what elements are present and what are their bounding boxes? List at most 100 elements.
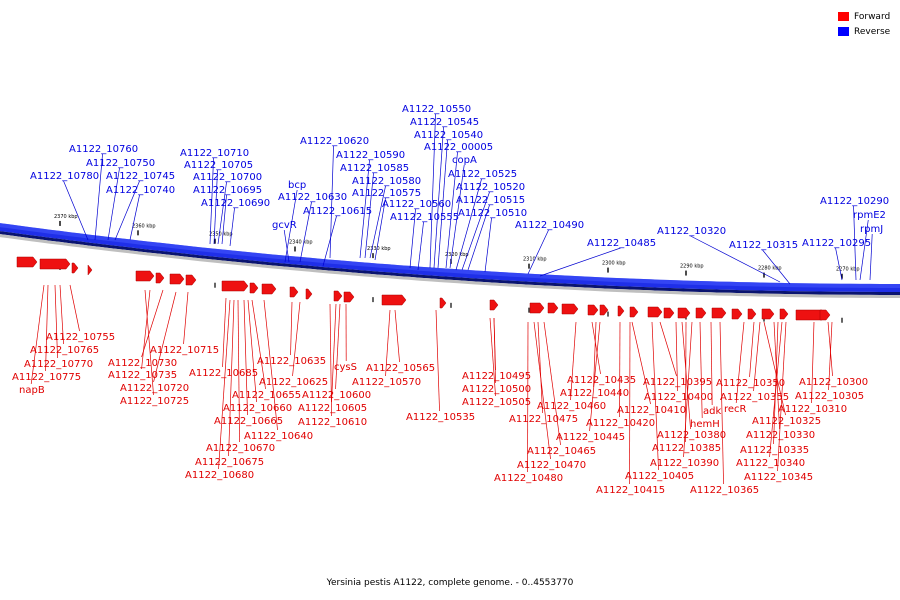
reverse-gene-leader [94,153,103,241]
reverse-gene-leader [690,235,781,283]
legend-reverse: Reverse [838,24,890,39]
reverse-gene-leader [114,180,140,241]
forward-gene-label: A1122_10345 [744,472,813,483]
forward-gene-leader [749,321,755,378]
forward-gene-leader [251,299,266,390]
reverse-gene-label: A1122_10760 [69,144,138,155]
forward-gene-label: hemH [690,419,720,430]
forward-gene-label: A1122_10765 [30,345,99,356]
forward-gene-label: A1122_10380 [657,430,726,441]
forward-gene-label: A1122_10610 [298,417,367,428]
forward-gene-arrow [547,302,559,314]
forward-gene-label: A1122_10670 [206,443,275,454]
forward-gene-leader [263,299,278,431]
reverse-gene-leader [329,145,334,259]
forward-gene-label: A1122_10665 [214,416,283,427]
reverse-swatch [838,27,849,36]
forward-gene-leader [331,303,337,403]
forward-gene-label: A1122_10460 [537,401,606,412]
reverse-gene-label: copA [452,155,477,166]
forward-gene-label: A1122_10440 [560,388,629,399]
forward-gene-leader [681,321,691,430]
forward-gene-arrow [261,283,277,295]
forward-gene-label: A1122_10605 [298,403,367,414]
reverse-gene-leader [107,167,120,241]
reverse-gene-leader [322,215,337,267]
reverse-gene-label: A1122_10750 [86,158,155,169]
forward-gene-label: cysS [334,362,357,373]
reverse-gene-leader [217,181,227,245]
forward-gene-arrow [731,308,743,320]
forward-gene-leader [543,321,561,446]
reverse-gene-label: A1122_10295 [802,238,871,249]
forward-gene-arrow [249,282,259,294]
reverse-gene-leader [409,208,416,269]
reverse-gene-leader [63,180,89,241]
forward-gene-leader [59,284,64,345]
forward-gene-arrow [747,308,757,320]
forward-gene-label: napB [19,385,45,396]
forward-gene-leader [435,309,440,412]
forward-gene-leader [537,321,543,414]
forward-gene-leader [218,299,231,470]
forward-gene-arrow [135,270,155,282]
forward-gene-arrow [343,291,355,303]
reverse-gene-leader [859,219,869,281]
reverse-gene-leader [374,197,386,261]
genome-caption: Yersinia pestis A1122, complete genome. … [326,578,574,588]
forward-gene-leader [828,321,833,391]
forward-gene-leader [710,321,713,406]
tick-label: 2320 kbp [445,252,469,258]
forward-gene-label: A1122_10310 [778,404,847,415]
forward-gene-leader [493,317,496,384]
forward-gene-label: A1122_10480 [494,473,563,484]
forward-gene-arrow [333,290,343,302]
reverse-gene-label: A1122_10585 [340,163,409,174]
reverse-gene-label: A1122_10490 [515,220,584,231]
reverse-gene-leader [853,205,857,281]
forward-gene-label: A1122_10775 [12,372,81,383]
forward-gene-label: A1122_10655 [232,390,301,401]
reverse-gene-label: A1122_10615 [303,206,372,217]
reverse-gene-leader [209,157,214,245]
forward-gene-label: A1122_10725 [120,396,189,407]
forward-gene-label: A1122_10330 [746,430,815,441]
reverse-gene-leader [484,217,492,273]
reverse-gene-label: A1122_10705 [184,160,253,171]
forward-gene-label: A1122_10340 [736,458,805,469]
forward-gene-leader [237,299,240,443]
reverse-gene-leader [467,204,490,271]
forward-gene-leader [651,321,659,471]
forward-gene-leader [329,303,332,417]
reverse-gene-label: A1122_10695 [193,185,262,196]
reverse-gene-label: A1122_10555 [390,212,459,223]
reverse-gene-leader [369,185,386,259]
forward-gene-leader [222,297,227,368]
reverse-gene-leader [359,159,370,259]
forward-gene-label: A1122_10625 [259,377,328,388]
forward-gene-arrow [761,308,775,320]
reverse-gene-label: A1122_10575 [352,188,421,199]
forward-gene-leader [699,321,703,419]
forward-gene-label: A1122_10390 [650,458,719,469]
forward-gene-label: A1122_10735 [108,370,177,381]
forward-gene-leader [290,301,293,356]
forward-gene-leader [335,303,341,390]
forward-gene-arrow [587,304,599,316]
forward-gene-label: A1122_10535 [406,412,475,423]
forward-gene-label: A1122_10635 [257,356,326,367]
forward-gene-label: A1122_10680 [185,470,254,481]
forward-gene-label: A1122_10415 [596,485,665,496]
forward-gene-arrow [599,304,609,316]
forward-gene-label: A1122_10405 [625,471,694,482]
forward-gene-label: A1122_10570 [352,377,421,388]
forward-gene-label: A1122_10335 [740,445,809,456]
reverse-gene-label: A1122_10710 [180,148,249,159]
forward-gene-leader [593,321,597,388]
forward-gene-arrow [155,272,165,284]
forward-gene-label: A1122_10600 [302,390,371,401]
reverse-gene-label: A1122_10520 [456,182,525,193]
reverse-gene-label: A1122_10510 [458,208,527,219]
forward-gene-label: A1122_10355 [720,392,789,403]
reverse-gene-leader [527,229,549,275]
